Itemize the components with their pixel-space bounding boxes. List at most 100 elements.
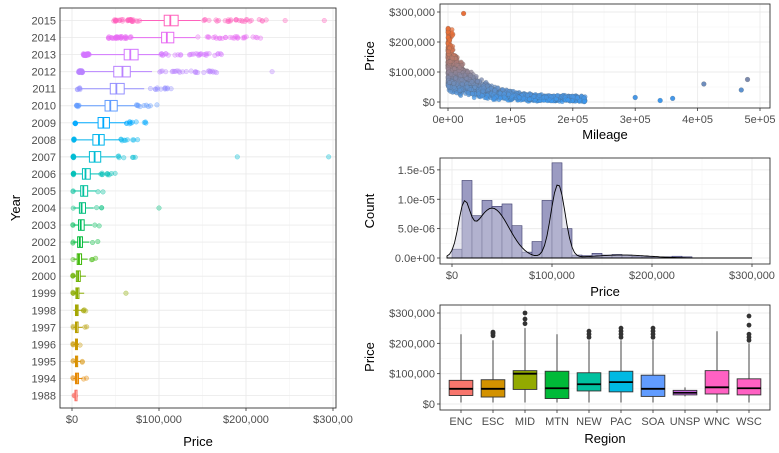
data-point bbox=[476, 91, 481, 97]
outlier-point bbox=[127, 119, 133, 125]
data-point bbox=[447, 37, 452, 43]
x-tick-label: WSC bbox=[736, 416, 762, 428]
outlier-point bbox=[248, 17, 254, 23]
y-tick-label: 2000 bbox=[32, 271, 56, 283]
outlier-point bbox=[70, 154, 76, 160]
outlier-point bbox=[82, 324, 88, 330]
x-tick-label: $200,000 bbox=[629, 270, 675, 282]
outlier-point bbox=[189, 51, 195, 57]
outlier-point bbox=[240, 35, 246, 41]
outlier-point bbox=[130, 137, 136, 143]
region-boxplot-panel: ENC ESC MID MTN NEW PAC SOA UNSP WNC WSC $0 $100,00… bbox=[362, 304, 771, 446]
outlier-point bbox=[83, 375, 89, 381]
outlier-point bbox=[112, 170, 118, 176]
outlier-point bbox=[746, 313, 752, 319]
data-point bbox=[479, 93, 485, 99]
outlier-point bbox=[172, 52, 178, 58]
y-tick-label: $100,000 bbox=[389, 369, 435, 381]
x-tick-label: 0e+00 bbox=[433, 114, 464, 126]
data-point bbox=[657, 97, 663, 104]
outlier-point bbox=[116, 153, 122, 159]
outlier-point bbox=[95, 239, 101, 245]
x-axis-label: Price bbox=[590, 284, 620, 299]
x-tick-label: $0 bbox=[446, 270, 458, 282]
y-tick-label: 2011 bbox=[32, 84, 56, 96]
outlier-point bbox=[216, 17, 222, 24]
x-tick-label: $0 bbox=[66, 414, 78, 426]
x-tick-label: PAC bbox=[610, 416, 632, 428]
outlier-point bbox=[81, 376, 87, 382]
outlier-point bbox=[586, 328, 592, 334]
outlier-point bbox=[254, 35, 260, 41]
outlier-point bbox=[326, 154, 332, 160]
y-axis-label: Count bbox=[362, 193, 377, 228]
data-point bbox=[469, 79, 475, 85]
outlier-point bbox=[104, 171, 110, 177]
x-tick-label: SOA bbox=[641, 416, 665, 428]
data-point bbox=[517, 95, 523, 101]
outlier-point bbox=[234, 154, 240, 160]
data-point bbox=[555, 92, 560, 98]
outlier-point bbox=[490, 329, 496, 335]
data-point bbox=[456, 87, 462, 93]
box bbox=[640, 374, 666, 397]
y-tick-label: 2005 bbox=[32, 186, 56, 198]
outlier-point bbox=[70, 375, 76, 381]
data-point bbox=[446, 80, 452, 85]
y-axis-label: Price bbox=[362, 41, 377, 71]
outlier-point bbox=[171, 68, 177, 74]
outlier-point bbox=[89, 239, 96, 246]
y-tick-label: 1997 bbox=[32, 322, 56, 334]
outlier-point bbox=[269, 69, 275, 75]
outlier-point bbox=[88, 257, 95, 263]
box bbox=[544, 370, 570, 399]
outlier-point bbox=[70, 341, 76, 347]
data-point bbox=[536, 92, 542, 98]
y-tick-label: 2010 bbox=[32, 101, 56, 113]
data-point bbox=[544, 94, 549, 100]
outlier-point bbox=[239, 18, 245, 24]
x-tick-label: UNSP bbox=[670, 416, 701, 428]
data-point bbox=[480, 88, 486, 94]
outlier-point bbox=[130, 154, 136, 160]
y-axis-label: Price bbox=[362, 342, 377, 372]
data-point bbox=[497, 95, 503, 101]
outlier-point bbox=[121, 155, 127, 161]
data-point bbox=[483, 95, 489, 101]
outlier-point bbox=[198, 51, 204, 57]
outlier-point bbox=[119, 138, 125, 144]
y-axis-label: Year bbox=[8, 194, 23, 221]
outlier-point bbox=[183, 68, 189, 75]
outlier-point bbox=[195, 51, 201, 57]
box bbox=[704, 370, 730, 395]
outlier-point bbox=[321, 17, 327, 24]
outlier-point bbox=[618, 325, 624, 331]
y-tick-label: 1999 bbox=[32, 288, 56, 300]
data-point bbox=[448, 89, 453, 94]
outlier-point bbox=[99, 172, 105, 178]
y-tick-label: 2001 bbox=[32, 254, 56, 266]
outlier-point bbox=[247, 18, 253, 24]
data-point bbox=[464, 84, 470, 90]
outlier-point bbox=[263, 17, 269, 23]
outlier-point bbox=[195, 34, 201, 40]
outlier-point bbox=[132, 154, 138, 160]
x-tick-label: $100,000 bbox=[136, 414, 182, 426]
outlier-point bbox=[206, 34, 212, 40]
outlier-point bbox=[250, 34, 256, 40]
data-point bbox=[454, 90, 459, 96]
outlier-point bbox=[201, 69, 207, 76]
y-tick-label: 2009 bbox=[32, 118, 56, 130]
outlier-point bbox=[203, 52, 209, 58]
box bbox=[512, 370, 538, 390]
year-boxplot-panel: 1988 1994 1995 1996 1997 1998 1999 2000 2001 2002… bbox=[8, 7, 353, 449]
outlier-point bbox=[95, 189, 101, 195]
outlier-point bbox=[147, 86, 153, 92]
y-tick-label: 1994 bbox=[32, 373, 56, 385]
x-tick-label: $300,000 bbox=[729, 270, 775, 282]
x-tick-label: NEW bbox=[576, 416, 602, 428]
data-point bbox=[574, 95, 580, 101]
y-tick-label: 2015 bbox=[32, 16, 56, 28]
outlier-point bbox=[178, 52, 184, 58]
y-tick-label: $200,000 bbox=[389, 338, 435, 350]
